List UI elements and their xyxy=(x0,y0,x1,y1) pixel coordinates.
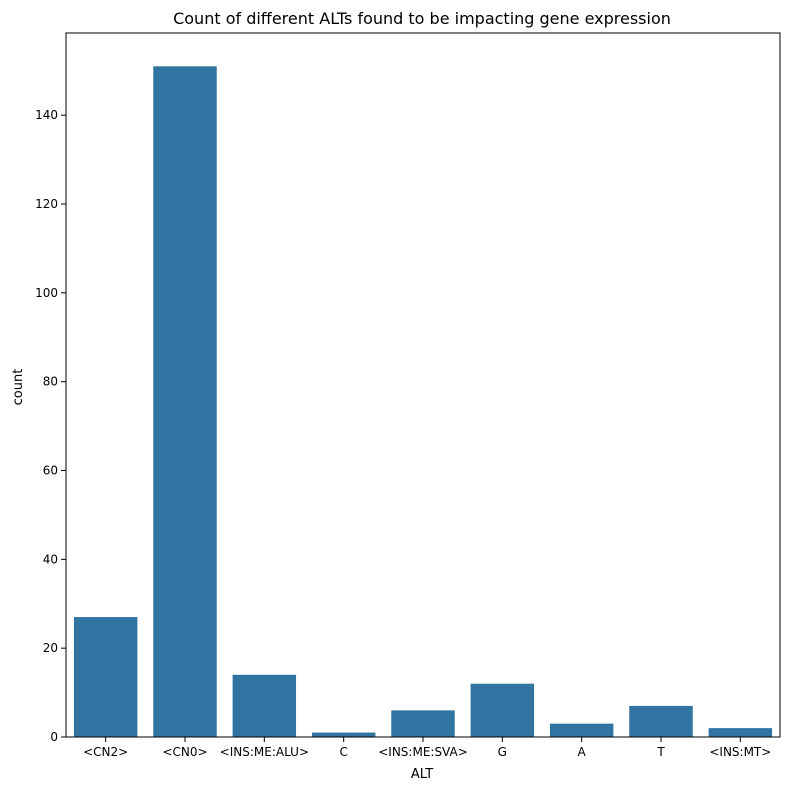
y-axis-label: count xyxy=(11,369,26,406)
bar-4 xyxy=(391,710,455,737)
x-axis: <CN2> <CN0> <INS:ME:ALU> C <INS:ME:SVA> G A T <I… xyxy=(83,737,771,759)
y-tick-label-3: 60 xyxy=(43,464,58,478)
bar-8 xyxy=(708,728,773,737)
y-tick-label-6: 120 xyxy=(35,197,58,211)
x-axis-label: ALT xyxy=(411,767,433,782)
bar-5 xyxy=(470,683,535,737)
bar-7 xyxy=(629,705,693,737)
bar-6 xyxy=(549,723,614,737)
x-tick-label-1: <CN0> xyxy=(162,745,207,759)
x-tick-label-2: <INS:ME:ALU> xyxy=(220,745,309,759)
y-tick-label-7: 140 xyxy=(35,108,58,122)
x-tick-label-0: <CN2> xyxy=(83,745,128,759)
y-tick-label-1: 20 xyxy=(43,641,58,655)
x-tick-label-6: A xyxy=(578,745,587,759)
bars-group xyxy=(73,66,773,737)
bar-3 xyxy=(311,732,376,737)
x-tick-label-8: <INS:MT> xyxy=(709,745,771,759)
bar-1 xyxy=(153,66,217,737)
plot-frame xyxy=(65,32,781,738)
x-tick-label-7: T xyxy=(656,745,665,759)
chart-title: Count of different ALTs found to be impa… xyxy=(173,9,671,28)
x-tick-label-4: <INS:ME:SVA> xyxy=(378,745,468,759)
y-tick-label-4: 80 xyxy=(43,375,58,389)
bar-2 xyxy=(232,674,297,737)
y-axis: 0 20 40 60 80 100 120 140 xyxy=(35,108,66,744)
x-tick-label-3: C xyxy=(339,745,347,759)
y-tick-label-5: 100 xyxy=(35,286,58,300)
y-tick-label-0: 0 xyxy=(50,730,58,744)
x-tick-label-5: G xyxy=(498,745,507,759)
bar-0 xyxy=(73,617,138,737)
y-tick-label-2: 40 xyxy=(43,552,58,566)
